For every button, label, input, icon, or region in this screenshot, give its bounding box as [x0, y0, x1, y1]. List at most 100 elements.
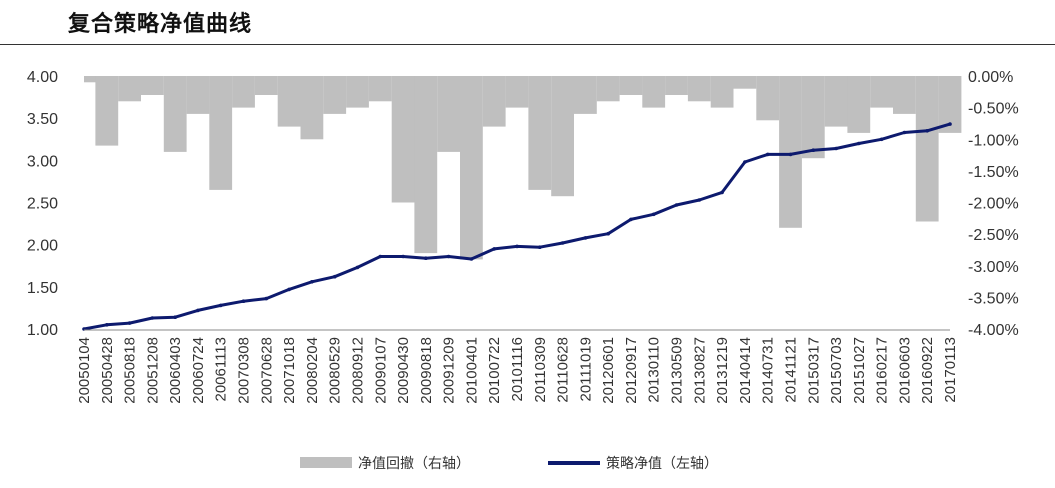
x-tick-label: 20090107: [372, 337, 389, 404]
drawdown-bar: [95, 76, 119, 146]
drawdown-bar: [368, 76, 392, 102]
drawdown-bar: [437, 76, 460, 152]
drawdown-bar: [346, 76, 369, 108]
drawdown-bar: [323, 76, 347, 114]
drawdown-bar: [733, 76, 757, 89]
nav-point: [105, 323, 109, 327]
right-tick-label: -3.50%: [968, 290, 1019, 307]
nav-point: [310, 280, 314, 284]
nav-point: [424, 256, 428, 261]
drawdown-bar: [505, 76, 529, 108]
right-tick-label: -3.00%: [968, 259, 1019, 276]
nav-point: [173, 315, 177, 320]
right-tick-label: -4.00%: [968, 322, 1019, 339]
left-tick-label: 1.50: [27, 280, 58, 297]
legend-swatch-drawdown: [300, 457, 352, 468]
x-tick-label: 20140414: [737, 337, 754, 404]
nav-point: [879, 137, 884, 142]
left-tick-label: 4.00: [27, 69, 58, 86]
nav-point: [538, 245, 542, 249]
drawdown-bar: [687, 76, 711, 102]
nav-point: [492, 247, 497, 251]
drawdown-bar: [665, 76, 688, 95]
drawdown-bar: [300, 76, 324, 140]
x-tick-label: 20080529: [327, 337, 344, 404]
nav-point: [241, 299, 246, 304]
x-tick-label: 20050428: [99, 337, 116, 404]
x-tick-label: 20101116: [509, 337, 526, 402]
drawdown-bar: [801, 76, 825, 159]
drawdown-bar: [870, 76, 893, 108]
nav-point: [560, 241, 565, 245]
x-tick-label: 20060403: [167, 337, 184, 404]
title-divider: [0, 44, 1055, 45]
legend-label-nav: 策略净值（左轴）: [606, 455, 718, 472]
x-tick-label: 20110309: [532, 337, 549, 403]
left-tick-label: 1.00: [27, 322, 58, 339]
x-tick-label: 20141121: [783, 337, 800, 403]
x-tick-label: 20130509: [669, 337, 686, 404]
x-tick-label: 20100722: [486, 337, 503, 404]
x-tick-label: 20130827: [691, 337, 708, 404]
nav-line-series: [82, 122, 952, 331]
nav-point: [765, 152, 770, 157]
drawdown-bar: [277, 76, 301, 127]
drawdown-bar: [186, 76, 210, 114]
right-tick-label: -1.00%: [968, 132, 1019, 149]
nav-point: [150, 316, 155, 320]
drawdown-bar: [619, 76, 643, 95]
drawdown-bar: [596, 76, 620, 102]
drawdown-bar: [915, 76, 939, 222]
x-tick-label: 20131219: [714, 337, 731, 404]
nav-point: [697, 198, 702, 202]
drawdown-bar: [642, 76, 666, 108]
drawdown-bar: [141, 76, 164, 95]
left-tick-label: 3.50: [27, 111, 58, 128]
drawdown-bar: [460, 76, 483, 260]
x-tick-label: 20070308: [236, 337, 253, 404]
x-tick-label: 20111019: [577, 337, 594, 402]
x-tick-label: 20050818: [122, 337, 139, 404]
nav-point: [515, 244, 519, 249]
legend-label-drawdown: 净值回撤（右轴）: [358, 456, 470, 472]
nav-point: [811, 148, 816, 152]
drawdown-bar: [756, 76, 780, 121]
x-tick-label: 20071018: [281, 337, 298, 404]
x-tick-label: 20080912: [350, 337, 367, 404]
x-tick-label: 20150703: [828, 337, 845, 404]
nav-point: [857, 141, 861, 146]
nav-point: [925, 129, 929, 133]
right-tick-label: 0.00%: [968, 69, 1013, 86]
x-tick-label: 20160603: [896, 337, 913, 404]
nav-point: [948, 122, 952, 126]
nav-point: [651, 212, 656, 217]
x-tick-label: 20160922: [919, 337, 936, 404]
x-tick-label: 20120601: [600, 337, 617, 404]
x-tick-label: 20160217: [874, 337, 891, 404]
nav-point: [355, 265, 360, 270]
nav-point: [446, 254, 451, 259]
nav-point: [264, 296, 269, 301]
right-tick-label: -2.00%: [968, 196, 1019, 213]
nav-point: [902, 130, 907, 135]
x-tick-label: 20070628: [258, 337, 275, 404]
x-tick-label: 20110628: [555, 337, 572, 403]
x-tick-label: 20140731: [760, 337, 777, 404]
x-tick-label: 20050104: [76, 337, 93, 404]
drawdown-bar: [938, 76, 962, 133]
x-tick-label: 20170113: [942, 337, 959, 403]
left-tick-label: 2.00: [27, 238, 58, 255]
drawdown-bar: [779, 76, 802, 228]
x-tick-label: 20051208: [144, 337, 161, 404]
drawdown-bar: [414, 76, 438, 254]
x-tick-label: 20091209: [441, 337, 458, 404]
x-tick-label: 20061113: [213, 337, 230, 402]
drawdown-bar: [163, 76, 187, 152]
x-tick-label: 20120917: [623, 337, 640, 404]
right-tick-label: -2.50%: [968, 227, 1019, 244]
left-tick-label: 3.00: [27, 153, 58, 170]
x-tick-label: 20150317: [805, 337, 822, 404]
nav-point: [469, 257, 474, 261]
nav-point: [743, 160, 747, 164]
drawdown-bar: [710, 76, 734, 108]
